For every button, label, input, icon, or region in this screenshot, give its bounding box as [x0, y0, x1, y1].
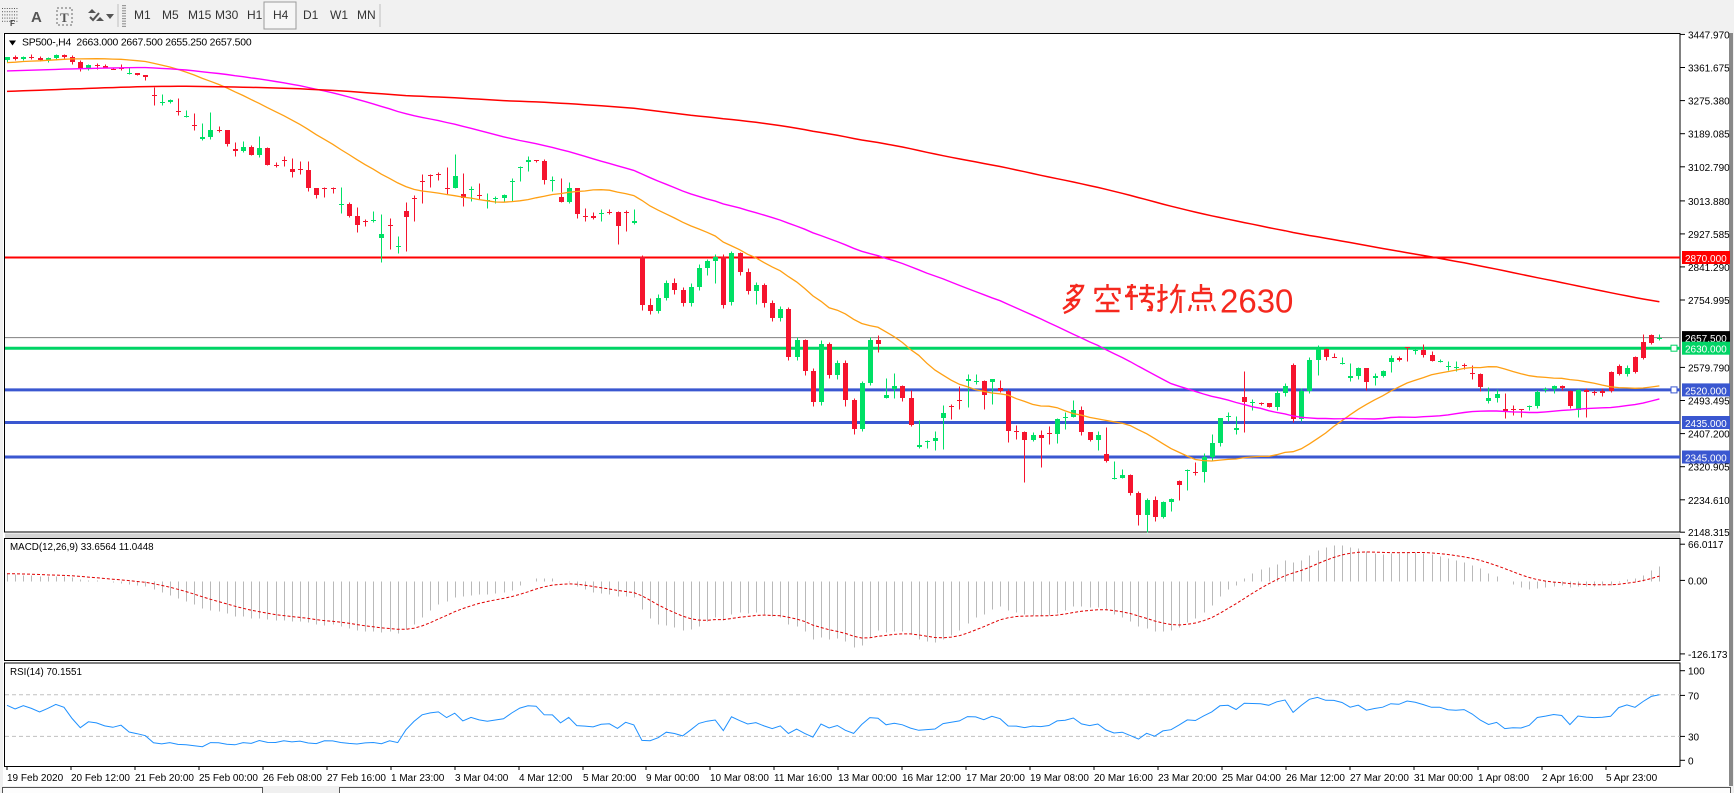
svg-text:2493.495: 2493.495 [1688, 397, 1730, 408]
svg-text:25 Mar 04:00: 25 Mar 04:00 [1222, 773, 1281, 784]
svg-text:2 Apr 16:00: 2 Apr 16:00 [1542, 773, 1594, 784]
svg-text:2927.585: 2927.585 [1688, 230, 1730, 241]
svg-text:26 Mar 12:00: 26 Mar 12:00 [1286, 773, 1345, 784]
svg-text:3447.970: 3447.970 [1688, 31, 1730, 41]
svg-text:70: 70 [1688, 691, 1700, 702]
svg-text:23 Mar 20:00: 23 Mar 20:00 [1158, 773, 1217, 784]
svg-text:5 Mar 20:00: 5 Mar 20:00 [583, 773, 637, 784]
svg-text:27 Mar 20:00: 27 Mar 20:00 [1350, 773, 1409, 784]
svg-text:-126.173: -126.173 [1688, 650, 1728, 661]
svg-text:10 Mar 08:00: 10 Mar 08:00 [710, 773, 769, 784]
svg-text:2435.000: 2435.000 [1685, 419, 1727, 430]
svg-text:100: 100 [1688, 667, 1705, 678]
svg-text:0.00: 0.00 [1688, 576, 1708, 587]
svg-text:2520.000: 2520.000 [1685, 386, 1727, 397]
svg-text:SP500-,H4 2663.000 2667.500 2: SP500-,H4 2663.000 2667.500 2655.250 265… [22, 38, 252, 49]
svg-text:2345.000: 2345.000 [1685, 454, 1727, 465]
svg-text:3275.380: 3275.380 [1688, 97, 1730, 108]
svg-text:25 Feb 00:00: 25 Feb 00:00 [199, 773, 258, 784]
svg-text:3 Mar 04:00: 3 Mar 04:00 [455, 773, 509, 784]
svg-text:F: F [10, 19, 15, 28]
svg-text:1 Apr 08:00: 1 Apr 08:00 [1478, 773, 1530, 784]
svg-text:3189.085: 3189.085 [1688, 130, 1730, 141]
svg-text:RSI(14) 70.1551: RSI(14) 70.1551 [10, 667, 82, 678]
svg-text:2579.790: 2579.790 [1688, 363, 1730, 374]
svg-text:11 Mar 16:00: 11 Mar 16:00 [774, 773, 833, 784]
svg-text:19 Feb 2020: 19 Feb 2020 [7, 773, 64, 784]
svg-text:2148.315: 2148.315 [1688, 528, 1730, 539]
svg-text:31 Mar 00:00: 31 Mar 00:00 [1414, 773, 1473, 784]
svg-text:20 Mar 16:00: 20 Mar 16:00 [1094, 773, 1153, 784]
svg-text:2870.000: 2870.000 [1685, 254, 1727, 265]
svg-text:16 Mar 12:00: 16 Mar 12:00 [902, 773, 961, 784]
svg-text:17 Mar 20:00: 17 Mar 20:00 [966, 773, 1025, 784]
svg-text:5 Apr 23:00: 5 Apr 23:00 [1606, 773, 1658, 784]
svg-text:26 Feb 08:00: 26 Feb 08:00 [263, 773, 322, 784]
svg-text:A: A [31, 9, 42, 26]
svg-text:21 Feb 20:00: 21 Feb 20:00 [135, 773, 194, 784]
svg-text:2320.905: 2320.905 [1688, 463, 1730, 474]
svg-text:9 Mar 00:00: 9 Mar 00:00 [646, 773, 700, 784]
svg-text:2407.200: 2407.200 [1688, 430, 1730, 441]
svg-text:30: 30 [1688, 732, 1700, 743]
svg-text:1 Mar 23:00: 1 Mar 23:00 [391, 773, 445, 784]
svg-text:4 Mar 12:00: 4 Mar 12:00 [519, 773, 573, 784]
svg-text:2754.995: 2754.995 [1688, 296, 1730, 307]
svg-text:13 Mar 00:00: 13 Mar 00:00 [838, 773, 897, 784]
svg-text:66.0117: 66.0117 [1688, 540, 1724, 551]
svg-text:2657.500: 2657.500 [1685, 334, 1727, 345]
svg-text:2630: 2630 [1220, 283, 1293, 320]
svg-text:2630.000: 2630.000 [1685, 345, 1727, 356]
svg-text:2234.610: 2234.610 [1688, 496, 1730, 507]
svg-text:MACD(12,26,9) 33.6564 11.0448: MACD(12,26,9) 33.6564 11.0448 [10, 542, 154, 553]
svg-text:3013.880: 3013.880 [1688, 197, 1730, 208]
svg-text:27 Feb 16:00: 27 Feb 16:00 [327, 773, 386, 784]
svg-text:0: 0 [1688, 756, 1694, 767]
svg-text:3361.675: 3361.675 [1688, 64, 1730, 75]
svg-text:20 Feb 12:00: 20 Feb 12:00 [71, 773, 130, 784]
svg-text:2841.290: 2841.290 [1688, 263, 1730, 274]
svg-text:3102.790: 3102.790 [1688, 163, 1730, 174]
svg-text:19 Mar 08:00: 19 Mar 08:00 [1030, 773, 1089, 784]
svg-text:T: T [60, 10, 69, 25]
